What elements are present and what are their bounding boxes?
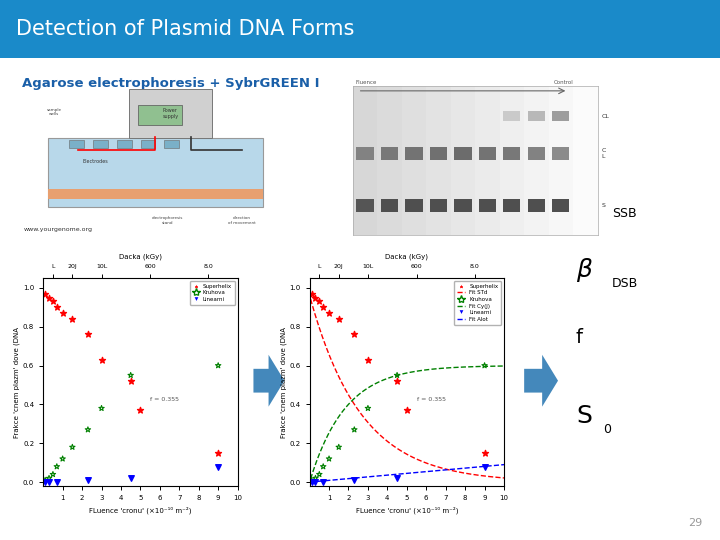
FancyBboxPatch shape [356,199,374,212]
FancyBboxPatch shape [503,199,521,212]
FancyBboxPatch shape [454,199,472,212]
Point [67,443,78,451]
Text: direction
of movement: direction of movement [228,216,256,225]
FancyBboxPatch shape [381,146,398,160]
Point [323,309,335,318]
Text: 29: 29 [688,518,702,528]
Point [306,478,318,487]
Bar [573,86,598,235]
Point [212,361,224,370]
Bar [402,86,426,235]
Point [314,470,325,478]
Point [401,406,413,415]
Text: DSB: DSB [612,277,638,290]
Point [48,297,59,306]
FancyBboxPatch shape [552,146,570,160]
Point [348,426,360,434]
Point [43,474,55,483]
FancyBboxPatch shape [93,140,108,148]
Point [67,315,78,323]
Text: f: f [576,328,583,347]
Polygon shape [524,355,558,407]
FancyBboxPatch shape [0,0,720,58]
FancyBboxPatch shape [48,189,263,199]
Point [51,478,63,487]
Text: f = 0.355: f = 0.355 [150,396,179,402]
FancyBboxPatch shape [117,140,132,148]
Point [479,462,490,471]
Point [212,462,224,471]
Point [362,404,374,413]
FancyBboxPatch shape [430,199,447,212]
Point [479,361,490,370]
Text: 0: 0 [603,423,611,436]
Text: Control: Control [554,80,573,85]
Text: $\beta$: $\beta$ [576,256,593,284]
Point [40,476,51,484]
Point [135,406,146,415]
Bar [475,86,500,235]
Text: Fluence: Fluence [355,80,377,85]
Point [40,478,51,487]
FancyBboxPatch shape [430,146,447,160]
Point [310,478,321,487]
Point [96,404,107,413]
FancyBboxPatch shape [129,89,212,138]
Text: Agarose electrophoresis + SybrGREEN I: Agarose electrophoresis + SybrGREEN I [22,77,319,90]
Point [392,474,403,483]
FancyBboxPatch shape [503,111,521,122]
Point [333,443,345,451]
Point [314,297,325,306]
Point [48,470,59,478]
Y-axis label: Frakce 'cnem plazm' dove (DNA: Frakce 'cnem plazm' dove (DNA [14,327,20,437]
FancyBboxPatch shape [552,199,570,212]
Text: f = 0.355: f = 0.355 [416,396,446,402]
Point [212,449,224,457]
Text: electrophoresis
stand: electrophoresis stand [152,216,183,225]
Legend: Superhelix, Kruhova, Linearni: Superhelix, Kruhova, Linearni [190,281,235,305]
Point [323,455,335,463]
FancyBboxPatch shape [528,199,545,212]
Point [43,478,55,487]
Text: S: S [576,404,592,428]
Text: S: S [601,202,605,208]
FancyBboxPatch shape [356,146,374,160]
Point [125,377,137,386]
Point [306,476,318,484]
FancyBboxPatch shape [140,140,156,148]
Point [310,293,321,302]
FancyBboxPatch shape [552,111,570,122]
Text: Detection of Plasmid DNA Forms: Detection of Plasmid DNA Forms [16,18,354,39]
FancyBboxPatch shape [405,199,423,212]
Point [306,289,318,298]
FancyBboxPatch shape [164,140,179,148]
Bar [426,86,451,235]
Polygon shape [253,355,284,407]
FancyBboxPatch shape [454,146,472,160]
Bar [451,86,475,235]
FancyBboxPatch shape [48,138,263,207]
Text: SSB: SSB [612,207,636,220]
Text: sample
wells: sample wells [46,107,61,116]
Point [348,476,360,484]
FancyBboxPatch shape [503,146,521,160]
Point [51,303,63,312]
Point [362,355,374,364]
FancyBboxPatch shape [405,146,423,160]
Point [51,462,63,471]
Point [43,293,55,302]
Point [310,474,321,483]
Point [57,309,68,318]
X-axis label: Dacka (kGy): Dacka (kGy) [385,253,428,260]
Text: CL: CL [601,113,609,119]
Y-axis label: Frakce 'cnem plazm' dove (DNA: Frakce 'cnem plazm' dove (DNA [280,327,287,437]
Point [57,455,68,463]
X-axis label: FLuence 'cronu' (×10⁻¹⁰ m⁻²): FLuence 'cronu' (×10⁻¹⁰ m⁻²) [356,507,458,514]
Point [348,330,360,339]
Text: C
L: C L [601,148,606,159]
X-axis label: Dacka (kGy): Dacka (kGy) [119,253,162,260]
Point [96,355,107,364]
Point [318,303,329,312]
Point [125,371,137,380]
